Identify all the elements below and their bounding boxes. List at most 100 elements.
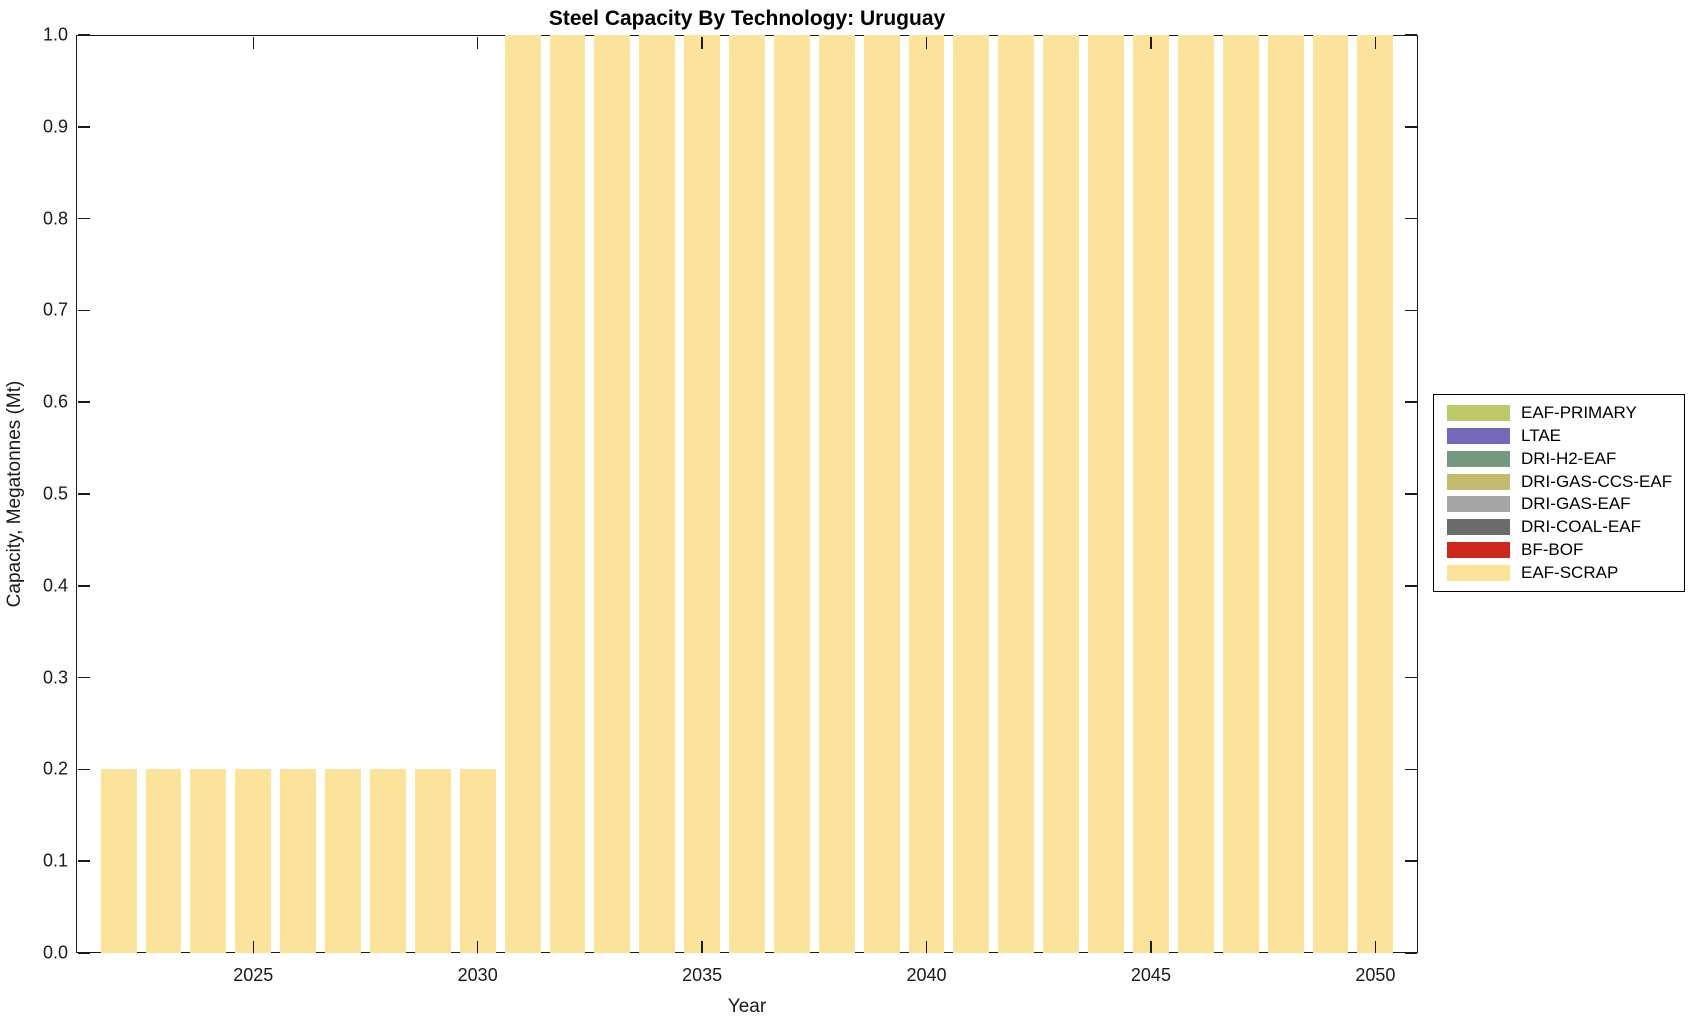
- legend-label-eaf-scrap: EAF-SCRAP: [1521, 562, 1619, 582]
- legend-row-ltae: LTAE: [1434, 426, 1684, 446]
- y-tick-label-0.3: 0.3: [42, 667, 68, 688]
- y-tick-1.0: [77, 34, 90, 36]
- x-tick-top-2025: [252, 36, 255, 49]
- x-tick-label-2025: 2025: [233, 965, 274, 985]
- y-tick-label-0.4: 0.4: [42, 575, 68, 596]
- y-tick-0.5: [77, 493, 90, 495]
- legend-row-dri-gas-ccs-eaf: DRI-GAS-CCS-EAF: [1434, 472, 1684, 492]
- legend-swatch-dri-gas-eaf: [1447, 496, 1510, 513]
- y-tick-0.6: [77, 401, 90, 403]
- x-tick-label-2050: 2050: [1355, 965, 1396, 985]
- y-tick-0.1: [77, 860, 90, 862]
- y-tick-label-0.8: 0.8: [42, 208, 68, 229]
- bar-eaf-scrap-2042: [998, 35, 1035, 953]
- legend-swatch-dri-h2-eaf: [1447, 450, 1510, 467]
- y-tick-label-1.0: 1.0: [42, 24, 68, 45]
- x-tick-2025: [252, 941, 255, 953]
- legend-label-ltae: LTAE: [1521, 426, 1561, 446]
- legend-swatch-bf-bof: [1447, 541, 1510, 558]
- bar-eaf-scrap-2025: [235, 769, 272, 953]
- bar-eaf-scrap-2022: [100, 769, 137, 953]
- legend-swatch-dri-gas-ccs-eaf: [1447, 473, 1510, 490]
- y-tick-right-0.7: [1404, 309, 1417, 312]
- legend-label-dri-gas-ccs-eaf: DRI-GAS-CCS-EAF: [1521, 471, 1673, 491]
- y-tick-right-1.0: [1404, 34, 1417, 36]
- y-tick-right-0.3: [1404, 676, 1417, 679]
- bar-eaf-scrap-2029: [414, 769, 451, 953]
- bar-eaf-scrap-2034: [639, 35, 676, 953]
- legend-row-dri-h2-eaf: DRI-H2-EAF: [1434, 449, 1684, 469]
- y-tick-right-0.0: [1404, 952, 1417, 954]
- legend-row-dri-gas-eaf: DRI-GAS-EAF: [1434, 494, 1684, 514]
- legend-label-dri-h2-eaf: DRI-H2-EAF: [1521, 448, 1617, 468]
- x-tick-top-2045: [1150, 36, 1152, 49]
- bar-eaf-scrap-2026: [280, 769, 317, 953]
- y-tick-right-0.6: [1404, 401, 1417, 403]
- bar-eaf-scrap-2027: [325, 769, 361, 953]
- legend: EAF-PRIMARY LTAE DRI-H2-EAF DRI-GAS-CCS-EAF…: [1433, 394, 1685, 592]
- bar-eaf-scrap-2039: [863, 35, 900, 953]
- y-tick-right-0.1: [1404, 860, 1417, 862]
- bar-eaf-scrap-2048: [1267, 35, 1304, 953]
- x-tick-2040: [925, 941, 928, 953]
- bar-eaf-scrap-2045: [1132, 35, 1169, 953]
- y-tick-label-0.6: 0.6: [42, 391, 68, 412]
- bar-eaf-scrap-2038: [818, 35, 855, 953]
- y-tick-0.3: [77, 676, 90, 679]
- x-tick-label-2045: 2045: [1130, 965, 1171, 985]
- bar-eaf-scrap-2030: [459, 769, 496, 953]
- bar-eaf-scrap-2032: [549, 35, 586, 953]
- x-axis-label: Year: [727, 996, 767, 1017]
- y-tick-0.4: [77, 585, 90, 587]
- bar-eaf-scrap-2050: [1357, 35, 1394, 953]
- x-tick-2045: [1150, 941, 1152, 953]
- y-tick-label-0.9: 0.9: [42, 116, 68, 137]
- bar-eaf-scrap-2023: [145, 769, 182, 953]
- x-tick-2035: [701, 941, 703, 953]
- bar-eaf-scrap-2044: [1088, 35, 1125, 953]
- legend-swatch-eaf-primary: [1447, 405, 1510, 422]
- bar-eaf-scrap-2049: [1312, 35, 1349, 953]
- legend-label-eaf-primary: EAF-PRIMARY: [1521, 403, 1637, 423]
- y-tick-right-0.4: [1404, 585, 1417, 587]
- bar-eaf-scrap-2040: [908, 35, 945, 953]
- y-tick-label-0.2: 0.2: [42, 758, 68, 779]
- bar-eaf-scrap-2028: [369, 769, 406, 953]
- x-tick-2050: [1374, 941, 1377, 953]
- bar-eaf-scrap-2047: [1222, 35, 1259, 953]
- legend-row-dri-coal-eaf: DRI-COAL-EAF: [1434, 517, 1684, 537]
- legend-row-eaf-scrap: EAF-SCRAP: [1434, 563, 1684, 583]
- y-tick-label-0.0: 0.0: [42, 942, 68, 963]
- bar-eaf-scrap-2033: [594, 35, 631, 953]
- legend-swatch-eaf-scrap: [1447, 564, 1510, 581]
- x-tick-label-2040: 2040: [906, 965, 947, 985]
- y-tick-0.7: [77, 309, 90, 312]
- y-tick-label-0.1: 0.1: [42, 850, 68, 871]
- y-tick-0.0: [77, 952, 90, 954]
- bar-eaf-scrap-2041: [953, 35, 990, 953]
- y-tick-label-0.7: 0.7: [42, 299, 68, 320]
- bar-eaf-scrap-2046: [1177, 35, 1214, 953]
- bar-eaf-scrap-2036: [729, 35, 765, 953]
- y-tick-0.9: [77, 126, 90, 128]
- bar-eaf-scrap-2024: [190, 769, 227, 953]
- legend-swatch-dri-coal-eaf: [1447, 519, 1510, 536]
- legend-label-bf-bof: BF-BOF: [1521, 539, 1584, 559]
- legend-swatch-ltae: [1447, 428, 1510, 445]
- x-tick-label-2035: 2035: [682, 965, 723, 985]
- bar-eaf-scrap-2037: [773, 35, 810, 953]
- legend-row-eaf-primary: EAF-PRIMARY: [1434, 403, 1684, 423]
- legend-label-dri-coal-eaf: DRI-COAL-EAF: [1521, 517, 1641, 537]
- bar-eaf-scrap-2035: [684, 35, 721, 953]
- bar-eaf-scrap-2043: [1043, 35, 1080, 953]
- legend-row-bf-bof: BF-BOF: [1434, 540, 1684, 560]
- x-tick-top-2050: [1374, 36, 1377, 49]
- x-tick-top-2035: [701, 36, 703, 49]
- y-tick-label-0.5: 0.5: [42, 483, 68, 504]
- y-axis-label: Capacity, Megatonnes (Mt): [4, 380, 25, 608]
- y-tick-right-0.9: [1404, 126, 1417, 128]
- x-tick-top-2040: [925, 36, 928, 49]
- y-tick-0.2: [77, 768, 90, 771]
- chart-title: Steel Capacity By Technology: Uruguay: [548, 7, 946, 30]
